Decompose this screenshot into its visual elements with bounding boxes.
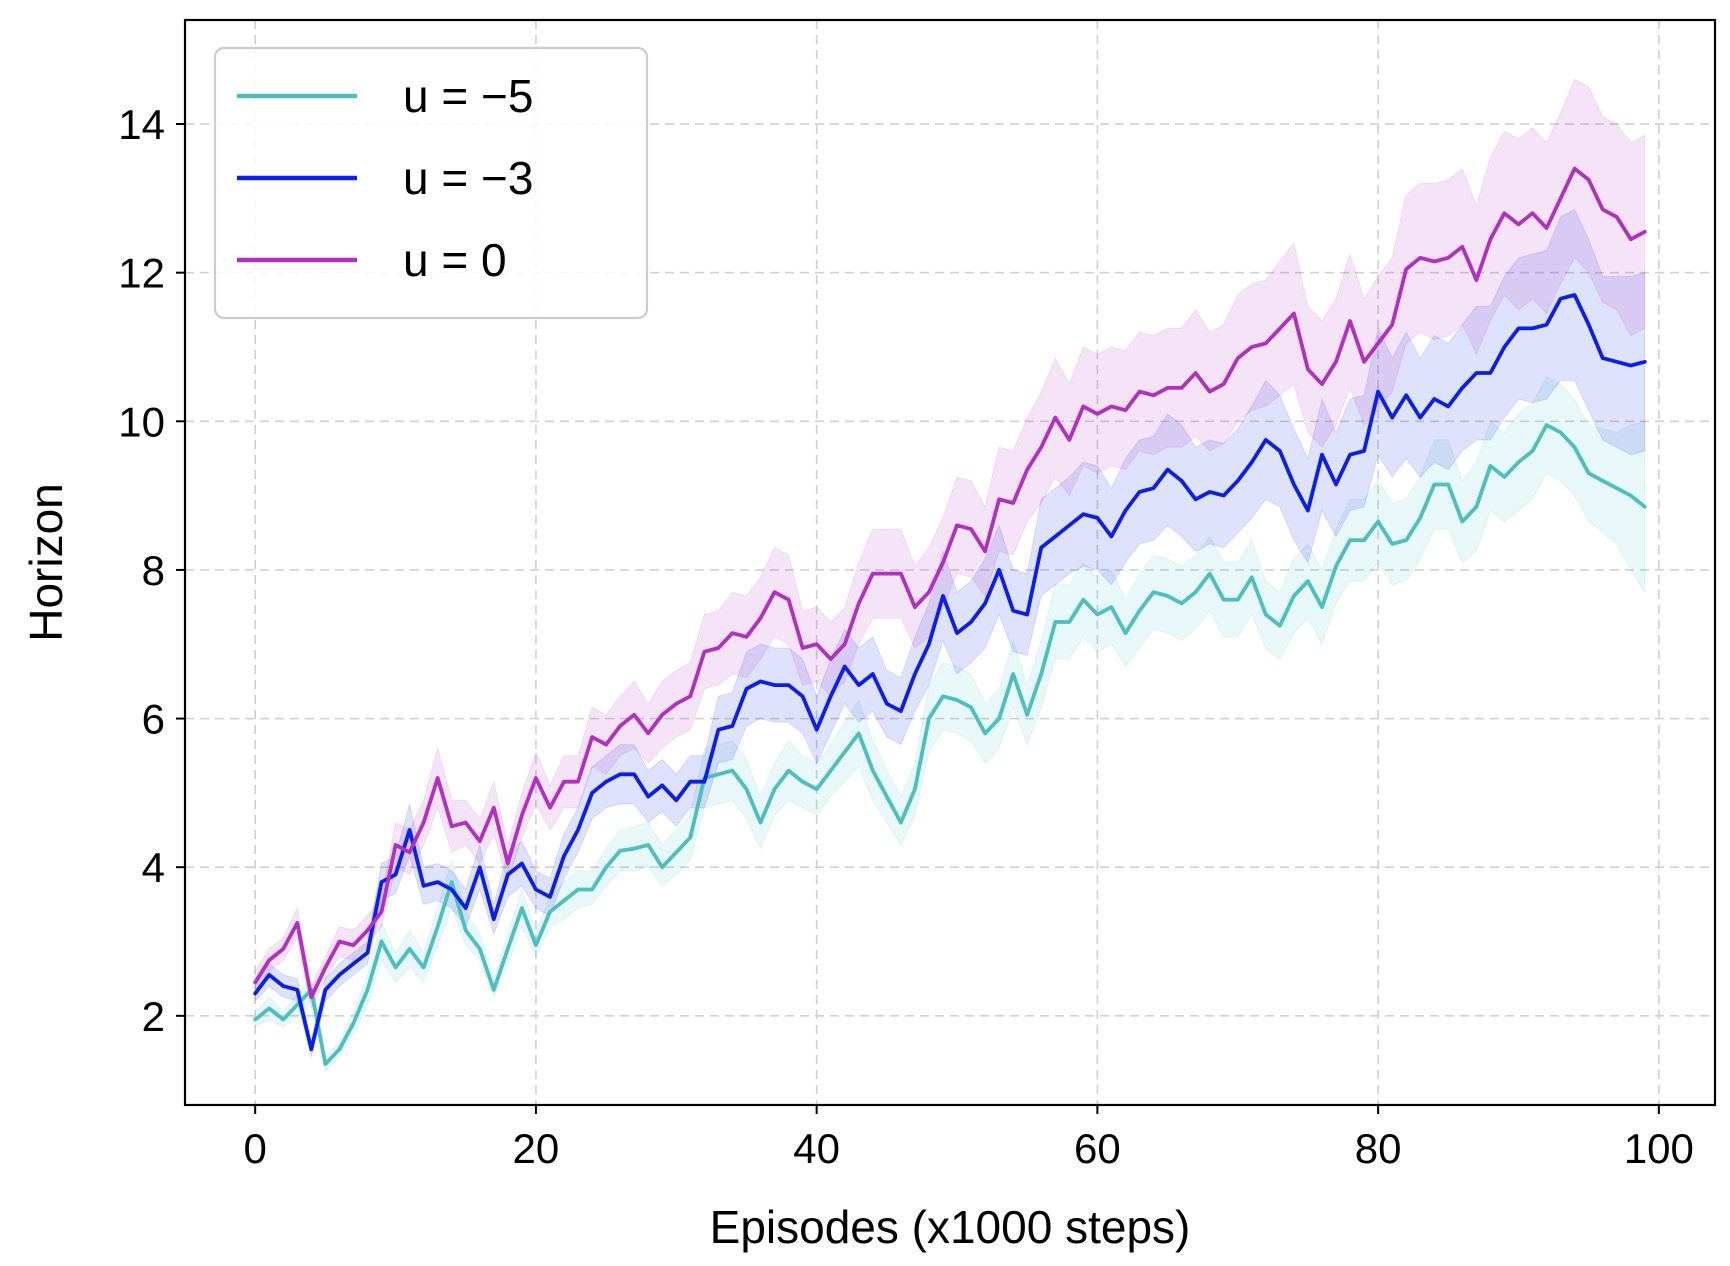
legend-entry-label: u = −3 xyxy=(403,152,533,204)
y-tick-label: 14 xyxy=(118,101,165,148)
x-axis-ticks: 0 20 40 60 80 100 xyxy=(244,1105,1694,1172)
y-tick-label: 8 xyxy=(142,547,165,594)
plot-frame xyxy=(183,18,1717,1107)
confidence-band-series-1 xyxy=(254,376,1646,1073)
x-tick-label: 20 xyxy=(513,1125,560,1172)
x-tick-label: 80 xyxy=(1355,1125,1402,1172)
series-lines xyxy=(253,166,1647,1066)
line-series-3 xyxy=(253,166,1647,1000)
legend-entry-label: u = −5 xyxy=(403,70,533,122)
confidence-band-series-2 xyxy=(254,208,1646,1057)
line-series-1 xyxy=(253,423,1647,1066)
x-tick-label: 60 xyxy=(1074,1125,1121,1172)
y-axis-label: Horizon xyxy=(20,483,72,642)
y-tick-label: 12 xyxy=(118,250,165,297)
y-tick-label: 2 xyxy=(142,993,165,1040)
y-tick-label: 4 xyxy=(142,844,165,891)
grid-lines xyxy=(185,20,1715,1105)
x-axis-label: Episodes (x1000 steps) xyxy=(710,1201,1191,1253)
x-tick-label: 100 xyxy=(1624,1125,1694,1172)
legend-entry-label: u = 0 xyxy=(403,234,507,286)
x-tick-label: 0 xyxy=(244,1125,267,1172)
legend-box xyxy=(213,46,649,320)
x-tick-label: 40 xyxy=(793,1125,840,1172)
y-axis-ticks: 2 4 6 8 10 12 14 xyxy=(118,101,185,1040)
y-tick-label: 10 xyxy=(118,398,165,445)
legend: u = −5 u = −3 u = 0 xyxy=(213,46,649,320)
line-series-2 xyxy=(253,293,1647,1052)
y-tick-label: 6 xyxy=(142,696,165,743)
